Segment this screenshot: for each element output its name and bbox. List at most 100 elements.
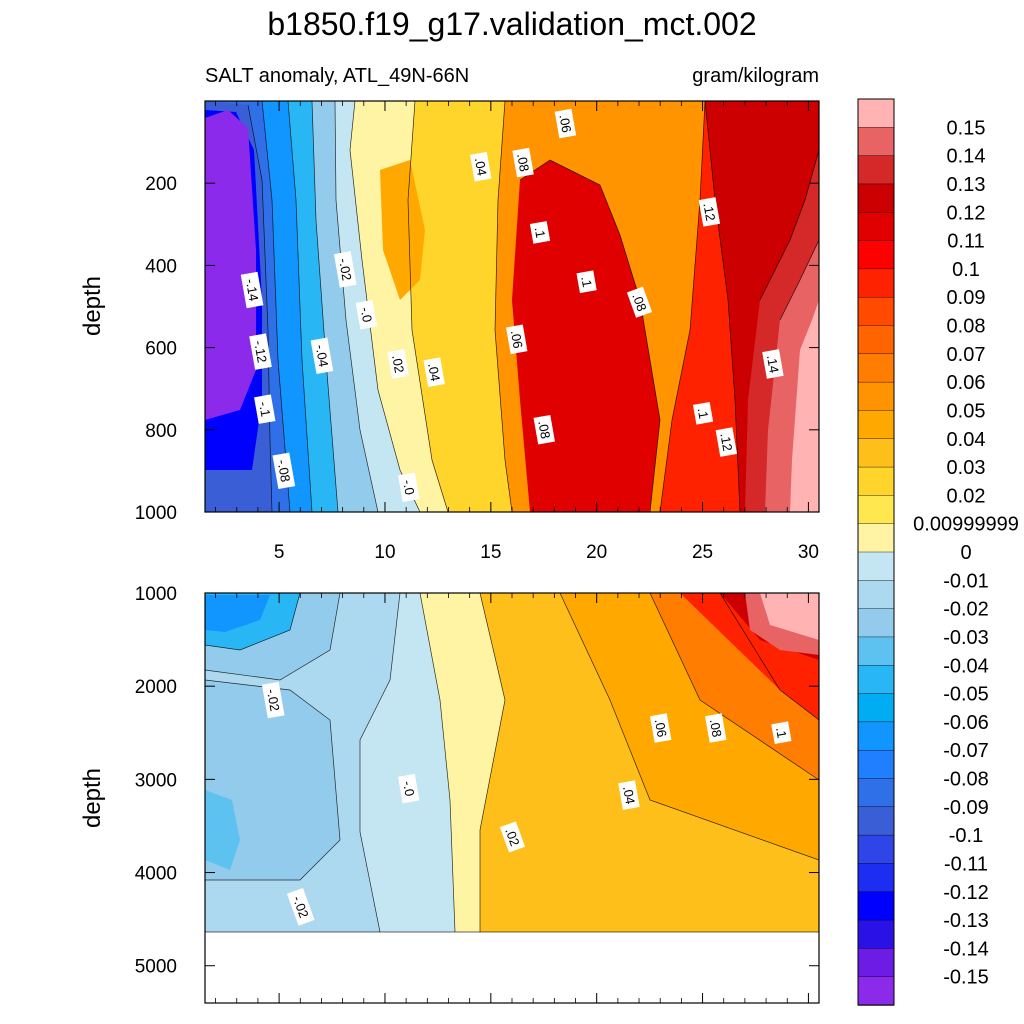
contour-label-bg (715, 427, 738, 457)
colorbar-label: 0.03 (947, 457, 986, 479)
contour-label-text: -.12 (251, 339, 270, 364)
contour-label-bg (529, 221, 551, 244)
colorbar-label: -0.09 (943, 797, 989, 819)
contour-label: .1 (529, 221, 551, 244)
colorbar-swatch (857, 806, 895, 836)
contour-label: .08 (705, 713, 727, 743)
bottom-band-neg-f (205, 790, 240, 870)
contour-label: .02 (387, 349, 409, 379)
colorbar-label: -0.05 (943, 684, 989, 706)
contour-label-text: -.08 (274, 458, 293, 483)
colorbar-swatch (857, 212, 895, 242)
contour-label-text: .06 (652, 718, 670, 738)
colorbar-swatch (857, 863, 895, 893)
x-tick-label: 30 (798, 542, 819, 563)
colorbar-label: 0.07 (947, 344, 986, 366)
bottom-band-pos-b (560, 593, 819, 860)
contour-label: -.0 (398, 773, 420, 804)
contour-label: .02 (499, 821, 526, 853)
colorbar-label: 0.09 (947, 287, 986, 309)
colorbar-swatch (857, 325, 895, 355)
colorbar-label: -0.03 (943, 627, 989, 649)
contour-label-text: .04 (620, 785, 638, 805)
colorbar-swatch (857, 495, 895, 525)
colorbar-label: -0.1 (949, 825, 983, 847)
contour-label-text: -.02 (290, 894, 312, 920)
contour-label: -.0 (398, 472, 420, 503)
contour-label: -.12 (249, 333, 272, 370)
colorbar-swatch (857, 240, 895, 270)
colorbar-swatch (857, 749, 895, 780)
colorbar-label: -0.14 (943, 938, 989, 960)
contour-label: .1 (771, 721, 792, 745)
bottom-band-pos-low (420, 593, 505, 932)
contour-label-text: -.0 (400, 478, 417, 496)
colorbar-label: 0.12 (947, 202, 986, 224)
contour-label-bg (626, 286, 653, 318)
contour-label-bg (398, 472, 420, 503)
contour-label-bg (272, 452, 296, 490)
colorbar-swatch (857, 976, 895, 1006)
colorbar-label: -0.04 (943, 655, 989, 677)
y-tick-label: 5000 (135, 957, 177, 978)
colorbar-label: -0.11 (944, 853, 988, 875)
contour-label-text: .12 (717, 432, 735, 452)
bottom-band-neg-e (205, 595, 270, 632)
contour-label: -.08 (272, 452, 296, 490)
contour-label-bg (762, 349, 784, 379)
colorbar-label: 0.08 (947, 316, 986, 338)
top-band-neg-h (205, 110, 256, 420)
bottom-ylabel: depth (79, 768, 106, 828)
colorbar-swatch (857, 721, 895, 751)
colorbar-swatch (857, 636, 895, 666)
colorbar-swatch (857, 608, 895, 638)
colorbar-swatch (857, 438, 895, 468)
contour-label-text: -.14 (243, 278, 262, 303)
contour-label: .04 (470, 151, 492, 182)
y-tick-label: 600 (145, 339, 177, 360)
colorbar-label: -0.13 (943, 910, 989, 932)
contour-label-text: .02 (389, 354, 407, 374)
x-tick-label: 20 (586, 542, 607, 563)
contour-label: .04 (423, 357, 445, 387)
colorbar-swatch (857, 834, 895, 865)
colorbar-swatch (857, 268, 895, 298)
contour-label-text: -.1 (256, 400, 273, 418)
colorbar-swatch (857, 580, 895, 610)
contour-label: .06 (506, 324, 528, 355)
y-tick-label: 800 (145, 421, 177, 442)
colorbar-swatch (857, 948, 895, 978)
contour-label: -.14 (240, 271, 264, 309)
contour-label-text: .1 (773, 726, 790, 739)
contour-label-text: -.04 (313, 343, 332, 368)
top-band-pos-h (790, 300, 819, 512)
contour-label: .12 (698, 197, 721, 227)
colorbar-label: 0 (960, 542, 971, 564)
colorbar-label: 0.1 (952, 259, 980, 281)
colorbar-swatch (857, 98, 895, 129)
colorbar-swatch (857, 693, 895, 723)
y-tick-label: 1000 (135, 503, 177, 524)
y-tick-label: 1000 (135, 584, 177, 605)
contour-label-text: .08 (629, 291, 649, 313)
top-band-pos-b (380, 160, 425, 300)
bottom-axis-ticks: 1000 2000 3000 4000 5000 (135, 584, 819, 1003)
contour-label: .06 (649, 713, 672, 743)
contour-label-text: -.02 (336, 257, 355, 282)
bottom-band-pos-a (480, 593, 819, 932)
colorbar-label: 0.02 (947, 485, 986, 507)
x-tick-label: 5 (274, 542, 285, 563)
contour-label-bg (387, 349, 409, 379)
colorbar-swatch (857, 155, 895, 185)
x-tick-label: 15 (480, 542, 501, 563)
colorbar-label: 0.14 (947, 146, 986, 168)
bottom-panel: 1000 2000 3000 4000 5000 -.02 -.0 .02 .04 .06 .08… (79, 584, 820, 1004)
contour-label-bg (649, 713, 672, 743)
chart-subtitle-left: SALT anomaly, ATL_49N-66N (205, 65, 469, 87)
contour-label-bg (240, 271, 264, 309)
contour-label-bg (398, 773, 420, 804)
colorbar-swatch (857, 183, 895, 213)
contour-label-text: .02 (502, 826, 522, 848)
contour-label-text: -.02 (264, 688, 283, 713)
contour-label-bg (249, 333, 272, 370)
